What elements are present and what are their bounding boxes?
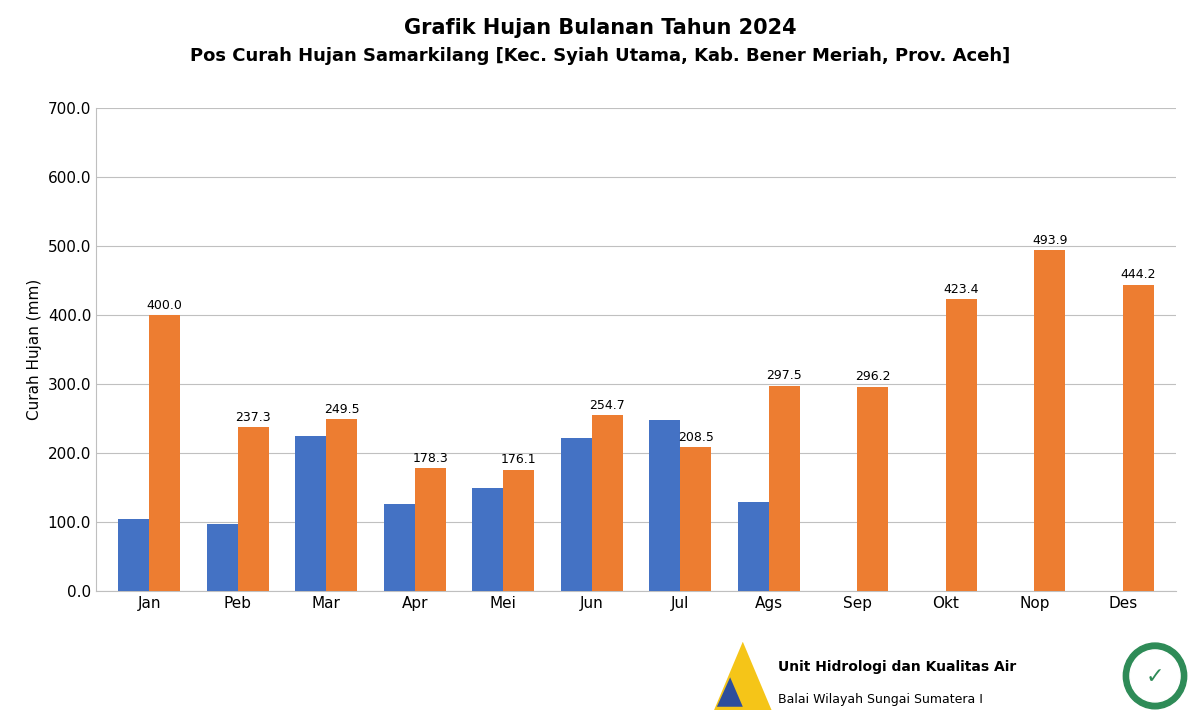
Bar bbox=[560, 438, 592, 591]
Bar bbox=[649, 420, 680, 591]
Bar bbox=[326, 419, 358, 591]
Bar bbox=[1034, 250, 1066, 591]
Text: 254.7: 254.7 bbox=[589, 399, 625, 412]
Text: 493.9: 493.9 bbox=[1032, 234, 1068, 247]
Bar bbox=[769, 386, 799, 591]
Text: 176.1: 176.1 bbox=[500, 454, 536, 466]
Bar bbox=[503, 469, 534, 591]
Text: Unit Hidrologi dan Kualitas Air: Unit Hidrologi dan Kualitas Air bbox=[778, 660, 1016, 674]
Bar bbox=[473, 487, 503, 591]
Bar bbox=[857, 386, 888, 591]
Bar bbox=[1123, 285, 1154, 591]
Text: 208.5: 208.5 bbox=[678, 431, 714, 444]
Text: Pos Curah Hujan Samarkilang [Kec. Syiah Utama, Kab. Bener Meriah, Prov. Aceh]: Pos Curah Hujan Samarkilang [Kec. Syiah … bbox=[190, 47, 1010, 65]
Circle shape bbox=[1130, 650, 1180, 702]
Text: 237.3: 237.3 bbox=[235, 411, 271, 424]
Bar bbox=[118, 519, 149, 591]
Text: ✓: ✓ bbox=[1146, 668, 1164, 687]
Y-axis label: Curah Hujan (mm): Curah Hujan (mm) bbox=[28, 279, 42, 420]
Bar bbox=[238, 428, 269, 591]
Polygon shape bbox=[716, 677, 743, 707]
Bar bbox=[680, 447, 712, 591]
Bar bbox=[149, 315, 180, 591]
Bar bbox=[592, 415, 623, 591]
Bar bbox=[384, 503, 415, 591]
Bar bbox=[738, 502, 769, 591]
Text: 423.4: 423.4 bbox=[943, 283, 979, 296]
Text: 297.5: 297.5 bbox=[767, 369, 802, 382]
Bar bbox=[295, 436, 326, 591]
Text: 249.5: 249.5 bbox=[324, 402, 360, 415]
Bar bbox=[946, 299, 977, 591]
Bar bbox=[206, 524, 238, 591]
Text: 296.2: 296.2 bbox=[856, 371, 890, 384]
Text: Balai Wilayah Sungai Sumatera I: Balai Wilayah Sungai Sumatera I bbox=[778, 693, 983, 706]
Bar bbox=[415, 468, 445, 591]
Text: 178.3: 178.3 bbox=[413, 452, 448, 465]
Text: 444.2: 444.2 bbox=[1121, 268, 1156, 281]
Text: Grafik Hujan Bulanan Tahun 2024: Grafik Hujan Bulanan Tahun 2024 bbox=[403, 18, 797, 38]
Text: 400.0: 400.0 bbox=[146, 298, 182, 311]
Polygon shape bbox=[714, 642, 772, 710]
Circle shape bbox=[1123, 643, 1187, 709]
